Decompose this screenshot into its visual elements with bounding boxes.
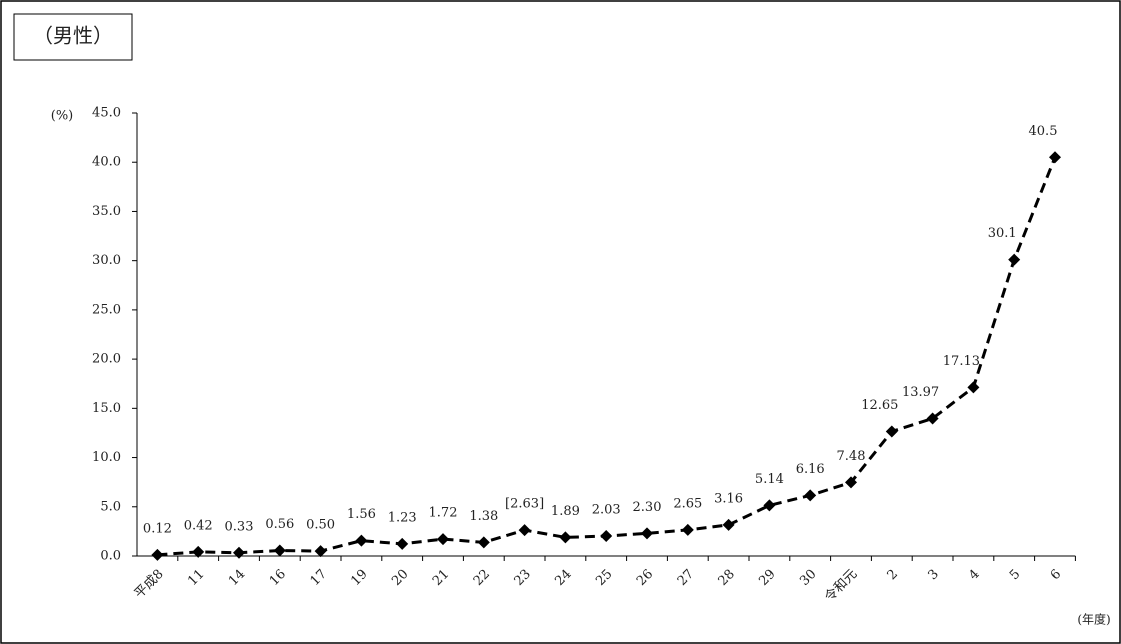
value-label: 2.30 [633,500,662,515]
value-label: 3.16 [714,491,743,506]
data-point [396,537,409,550]
data-point [355,534,368,547]
value-label: [2.63] [505,497,544,512]
data-point [192,545,205,558]
data-point [885,425,898,438]
y-tick-label: 30.0 [92,253,121,268]
data-point [233,546,245,559]
value-label: 17.13 [943,354,980,369]
value-label: 12.65 [861,398,898,413]
value-label: 0.50 [306,518,335,533]
chart-title: （男性） [33,24,113,48]
data-point [1049,151,1061,164]
value-label: 7.48 [837,449,866,464]
value-label: 13.97 [902,385,939,400]
y-tick-label: 10.0 [92,450,121,465]
data-point [1008,253,1021,266]
data-point [926,412,939,425]
value-label: 1.38 [469,509,498,524]
y-tick-label: 25.0 [92,302,121,317]
y-tick-label: 35.0 [92,204,121,219]
value-label: 0.33 [225,519,254,534]
y-tick-label: 0.0 [100,549,121,564]
value-label: 1.72 [429,506,458,521]
data-point [600,530,613,543]
data-point [804,489,817,502]
data-point [477,536,490,549]
value-label: 0.56 [265,517,294,532]
value-label: 1.89 [551,504,580,519]
value-label: 2.65 [673,496,702,511]
y-tick-label: 15.0 [92,401,121,416]
value-label: 2.03 [592,503,621,518]
data-point [681,523,694,536]
y-tick-label: 45.0 [92,106,121,121]
value-label: 0.42 [184,518,213,533]
y-tick-label: 40.0 [92,155,121,170]
y-tick-label: 5.0 [100,499,121,514]
x-axis-label: (年度) [1077,612,1110,627]
data-point [314,545,327,558]
value-label: 1.23 [388,510,417,525]
value-label: 0.12 [143,521,172,536]
title-box [13,13,133,61]
data-point [437,533,449,546]
value-label: 1.56 [347,507,376,522]
value-label: 40.5 [1029,124,1058,139]
data-point [559,531,572,544]
value-label: 5.14 [755,472,784,487]
data-point [722,518,735,531]
data-point [763,499,776,512]
data-point [273,544,286,557]
data-point [641,527,653,540]
data-point [151,548,164,561]
value-label: 30.1 [988,226,1017,241]
data-point [518,524,531,537]
data-point [845,476,857,489]
value-label: 6.16 [796,462,825,477]
data-point [967,381,980,394]
y-tick-label: 20.0 [92,352,121,367]
y-axis-label: (%) [51,109,74,124]
